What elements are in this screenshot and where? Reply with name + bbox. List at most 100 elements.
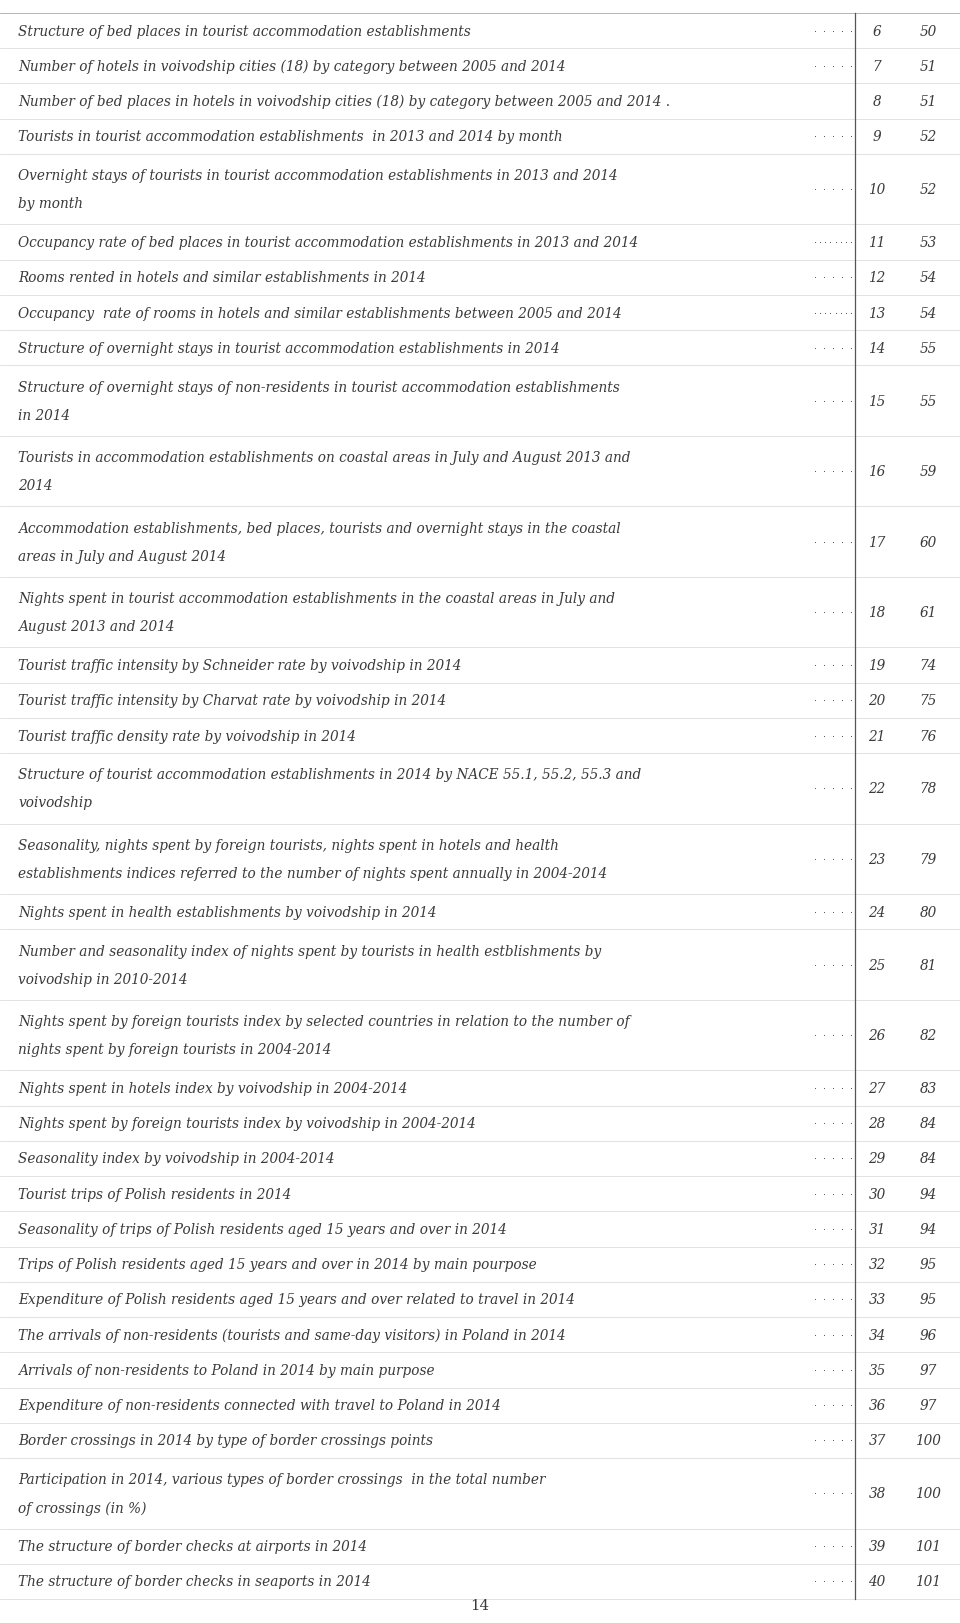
Text: 51: 51 [920,60,937,73]
Text: 38: 38 [869,1487,886,1500]
Text: 100: 100 [915,1433,941,1448]
Text: 50: 50 [920,24,937,39]
Text: 16: 16 [869,464,886,479]
Text: Nights spent by foreign tourists index by voivodship in 2004-2014: Nights spent by foreign tourists index b… [18,1117,476,1131]
Text: The structure of border checks in seaports in 2014: The structure of border checks in seapor… [18,1574,371,1589]
Text: 95: 95 [920,1258,937,1271]
Text: 22: 22 [869,782,886,795]
Text: 51: 51 [920,96,937,109]
Text: Nights spent in health establishments by voivodship in 2014: Nights spent in health establishments by… [18,906,437,919]
Text: 13: 13 [869,307,886,320]
Text: 82: 82 [920,1029,937,1042]
Text: Tourist traffic intensity by Charvat rate by voivodship in 2014: Tourist traffic intensity by Charvat rat… [18,695,446,708]
Text: The structure of border checks at airports in 2014: The structure of border checks at airpor… [18,1539,367,1553]
Text: Structure of tourist accommodation establishments in 2014 by NACE 55.1, 55.2, 55: Structure of tourist accommodation estab… [18,768,641,782]
Text: 35: 35 [869,1363,886,1376]
Text: 7: 7 [873,60,881,73]
Text: Accommodation establishments, bed places, tourists and overnight stays in the co: Accommodation establishments, bed places… [18,521,620,536]
Text: 54: 54 [920,271,937,286]
Text: Tourist traffic intensity by Schneider rate by voivodship in 2014: Tourist traffic intensity by Schneider r… [18,659,462,672]
Text: 30: 30 [869,1186,886,1201]
Text: in 2014: in 2014 [18,409,70,422]
Text: 97: 97 [920,1399,937,1412]
Text: 8: 8 [873,96,881,109]
Text: 39: 39 [869,1539,886,1553]
Text: 14: 14 [869,341,886,355]
Text: 37: 37 [869,1433,886,1448]
Text: 40: 40 [869,1574,886,1589]
Text: 6: 6 [873,24,881,39]
Text: 97: 97 [920,1363,937,1376]
Text: establishments indices referred to the number of nights spent annually in 2004-2: establishments indices referred to the n… [18,867,607,880]
Text: 96: 96 [920,1328,937,1342]
Text: 29: 29 [869,1152,886,1165]
Text: 12: 12 [869,271,886,286]
Text: 11: 11 [869,235,886,250]
Text: Arrivals of non-residents to Poland in 2014 by main purpose: Arrivals of non-residents to Poland in 2… [18,1363,435,1376]
Text: Structure of overnight stays of non-residents in tourist accommodation establish: Structure of overnight stays of non-resi… [18,380,620,394]
Text: 52: 52 [920,130,937,144]
Text: 84: 84 [920,1117,937,1131]
Text: 78: 78 [920,782,937,795]
Text: 60: 60 [920,536,937,549]
Text: 74: 74 [920,659,937,672]
Text: 2014: 2014 [18,479,53,493]
Text: Structure of bed places in tourist accommodation establishments: Structure of bed places in tourist accom… [18,24,470,39]
Text: 26: 26 [869,1029,886,1042]
Text: nights spent by foreign tourists in 2004-2014: nights spent by foreign tourists in 2004… [18,1042,331,1057]
Text: 20: 20 [869,695,886,708]
Text: Expenditure of Polish residents aged 15 years and over related to travel in 2014: Expenditure of Polish residents aged 15 … [18,1292,575,1307]
Text: Tourists in accommodation establishments on coastal areas in July and August 201: Tourists in accommodation establishments… [18,451,631,464]
Text: 101: 101 [915,1574,941,1589]
Text: 17: 17 [869,536,886,549]
Text: 10: 10 [869,183,886,196]
Text: 24: 24 [869,906,886,919]
Text: 21: 21 [869,729,886,743]
Text: 25: 25 [869,958,886,972]
Text: 55: 55 [920,341,937,355]
Text: by month: by month [18,198,83,211]
Text: 27: 27 [869,1081,886,1096]
Text: Participation in 2014, various types of border crossings  in the total number: Participation in 2014, various types of … [18,1472,545,1487]
Text: Seasonality index by voivodship in 2004-2014: Seasonality index by voivodship in 2004-… [18,1152,334,1165]
Text: 101: 101 [915,1539,941,1553]
Text: Seasonality of trips of Polish residents aged 15 years and over in 2014: Seasonality of trips of Polish residents… [18,1222,507,1237]
Text: Tourists in tourist accommodation establishments  in 2013 and 2014 by month: Tourists in tourist accommodation establ… [18,130,563,144]
Text: 61: 61 [920,605,937,620]
Text: Nights spent by foreign tourists index by selected countries in relation to the : Nights spent by foreign tourists index b… [18,1014,630,1029]
Text: 55: 55 [920,394,937,409]
Text: 54: 54 [920,307,937,320]
Text: Nights spent in tourist accommodation establishments in the coastal areas in Jul: Nights spent in tourist accommodation es… [18,592,615,605]
Text: 36: 36 [869,1399,886,1412]
Text: 28: 28 [869,1117,886,1131]
Text: Overnight stays of tourists in tourist accommodation establishments in 2013 and : Overnight stays of tourists in tourist a… [18,169,617,183]
Text: 100: 100 [915,1487,941,1500]
Text: 31: 31 [869,1222,886,1237]
Text: 9: 9 [873,130,881,144]
Text: The arrivals of non-residents (tourists and same-day visitors) in Poland in 2014: The arrivals of non-residents (tourists … [18,1328,565,1342]
Text: Tourist traffic density rate by voivodship in 2014: Tourist traffic density rate by voivodsh… [18,729,356,743]
Text: 83: 83 [920,1081,937,1096]
Text: Occupancy  rate of rooms in hotels and similar establishments between 2005 and 2: Occupancy rate of rooms in hotels and si… [18,307,622,320]
Text: 79: 79 [920,852,937,867]
Text: Rooms rented in hotels and similar establishments in 2014: Rooms rented in hotels and similar estab… [18,271,425,286]
Text: areas in July and August 2014: areas in July and August 2014 [18,550,226,563]
Text: 84: 84 [920,1152,937,1165]
Text: Structure of overnight stays in tourist accommodation establishments in 2014: Structure of overnight stays in tourist … [18,341,560,355]
Text: voivodship: voivodship [18,795,92,810]
Text: Tourist trips of Polish residents in 2014: Tourist trips of Polish residents in 201… [18,1186,291,1201]
Text: Nights spent in hotels index by voivodship in 2004-2014: Nights spent in hotels index by voivodsh… [18,1081,407,1096]
Text: 94: 94 [920,1186,937,1201]
Text: 15: 15 [869,394,886,409]
Text: August 2013 and 2014: August 2013 and 2014 [18,620,175,635]
Text: 34: 34 [869,1328,886,1342]
Text: of crossings (in %): of crossings (in %) [18,1500,147,1514]
Text: 23: 23 [869,852,886,867]
Text: 76: 76 [920,729,937,743]
Text: 52: 52 [920,183,937,196]
Text: 53: 53 [920,235,937,250]
Text: voivodship in 2010-2014: voivodship in 2010-2014 [18,972,187,987]
Text: Expenditure of non-residents connected with travel to Poland in 2014: Expenditure of non-residents connected w… [18,1399,501,1412]
Text: Seasonality, nights spent by foreign tourists, nights spent in hotels and health: Seasonality, nights spent by foreign tou… [18,837,559,852]
Text: 59: 59 [920,464,937,479]
